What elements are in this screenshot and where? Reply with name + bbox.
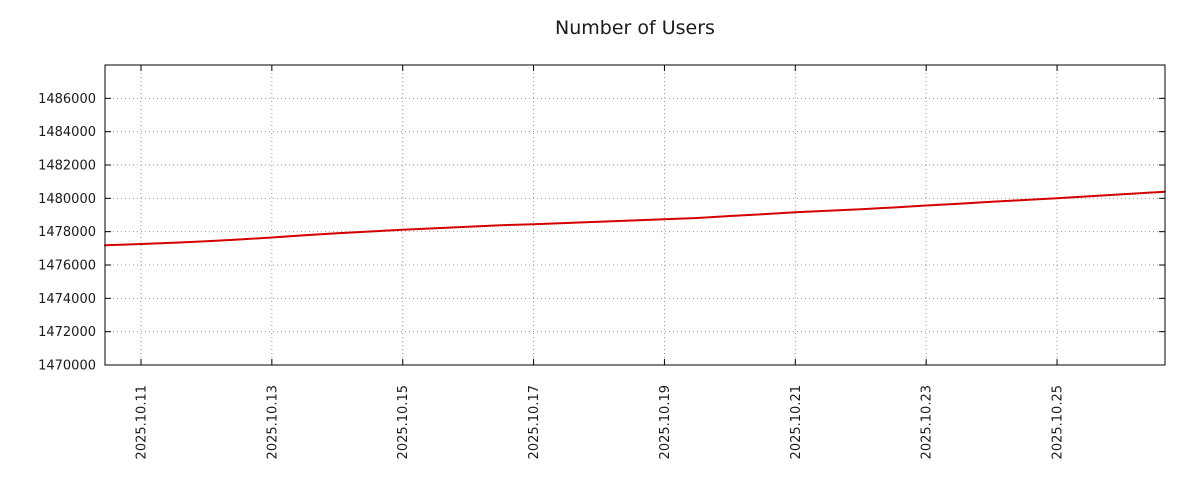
x-tick-label: 2025.10.25: [1051, 385, 1066, 459]
y-tick-label: 1470000: [38, 359, 96, 374]
axes-border: [104, 64, 1166, 366]
y-tick-label: 1486000: [38, 92, 96, 107]
chart-title: Number of Users: [555, 17, 715, 39]
x-tick-label: 2025.10.23: [920, 385, 935, 459]
y-tick-label: 1484000: [38, 125, 96, 140]
x-tick-label: 2025.10.19: [658, 385, 673, 459]
y-tick-label: 1472000: [38, 325, 96, 340]
x-tick-label: 2025.10.13: [265, 385, 280, 459]
y-tick-label: 1480000: [38, 192, 96, 207]
x-tick-label: 2025.10.17: [527, 385, 542, 459]
y-tick-label: 1478000: [38, 225, 96, 240]
series-line-users: [104, 190, 1166, 247]
x-tick-label: 2025.10.21: [789, 385, 804, 459]
y-tick-label: 1476000: [38, 259, 96, 274]
x-tick-label: 2025.10.11: [134, 385, 149, 459]
x-tick-label: 2025.10.15: [396, 385, 411, 459]
y-tick-label: 1482000: [38, 159, 96, 174]
y-tick-label: 1474000: [38, 292, 96, 307]
